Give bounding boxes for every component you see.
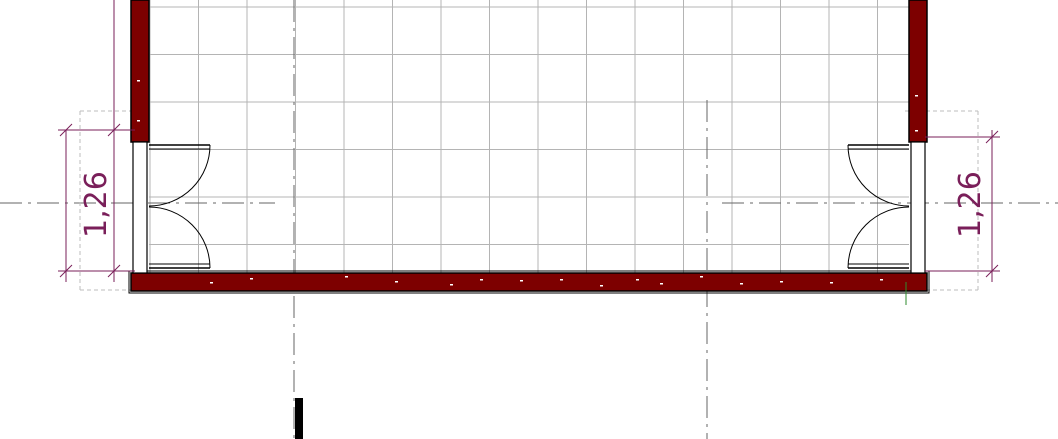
wall-texture-speck [600,285,603,287]
dimension-left[interactable] [58,0,135,282]
wall-texture-speck [660,283,663,285]
wall-texture-speck [137,120,140,122]
wall-texture-speck [450,284,453,286]
wall-texture-speck [915,130,918,132]
wall-texture-speck [395,281,398,283]
wall-texture-speck [560,279,563,281]
wall-texture-speck [345,276,348,278]
wall-texture [137,80,918,287]
wall-outer-outline [128,270,930,294]
wall-texture-speck [780,281,783,283]
wall-texture-speck [880,279,883,281]
floor-tile-grid [149,0,909,273]
wall-right-upper[interactable] [908,0,928,143]
wall-texture-speck [250,278,253,280]
wall-texture-speck [830,282,833,284]
wall-texture-speck [137,80,140,82]
wall-texture-speck [700,276,703,278]
right-opening-jamb [910,141,926,274]
wall-texture-speck [210,282,213,284]
wall-texture-speck [915,95,918,97]
door-swing-icon [847,144,910,269]
door-right[interactable] [847,144,910,269]
wall-bottom[interactable] [130,272,928,292]
dimension-label-left: 1,26 [79,171,114,238]
wall-texture-speck [480,279,483,281]
dimension-right[interactable] [925,130,1000,282]
door-frames [132,141,926,274]
walls[interactable] [128,0,930,294]
wall-texture-speck [520,280,523,282]
wall-texture-speck [740,283,743,285]
door-left[interactable] [148,144,211,269]
section-cut-marker [295,398,303,439]
opening-guides [79,110,979,291]
door-swing-icon [148,144,211,269]
wall-texture-speck [636,279,639,281]
dimension-label-right: 1,26 [953,171,988,238]
left-opening-jamb [132,141,148,274]
